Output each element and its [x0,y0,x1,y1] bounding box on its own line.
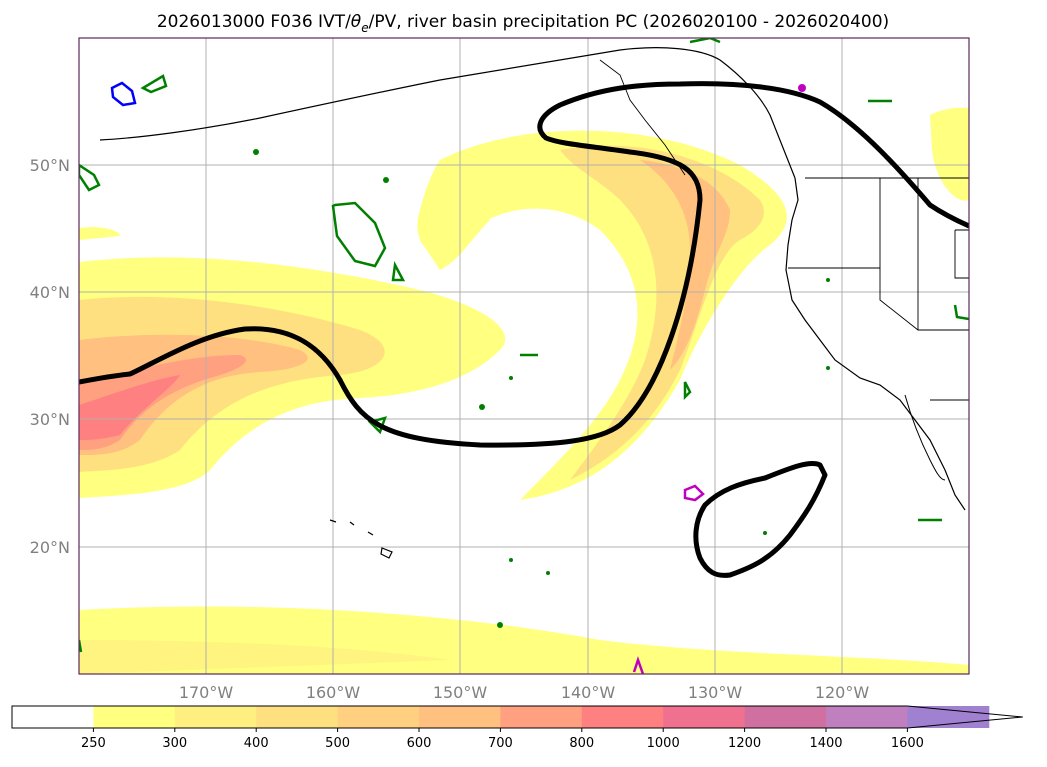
colorbar-segment [419,706,501,728]
lon-label: 120°W [815,683,870,702]
map-frame [78,37,970,675]
colorbar-segment [581,706,664,728]
markers [253,84,830,628]
colorbar-tick-label: 1400 [809,736,842,751]
colorbar-tick-label: 1200 [728,736,761,751]
ivt-shading [79,107,969,674]
colorbar-segment [256,706,339,728]
colorbar-segment [744,706,827,728]
colorbar-extend-arrow [907,705,1023,729]
colorbar-tick-label: 600 [407,736,432,751]
colorbar-segment [93,706,176,728]
lon-label: 150°W [433,683,488,702]
coastlines [99,47,966,559]
colorbar-segment [500,706,583,728]
map-panel [79,38,969,674]
colorbar: 250 300 400 500 600 700 800 1000 1200 1400 1600 [11,705,1023,751]
lat-label: 50°N [30,156,70,175]
colorbar-segment [337,706,420,728]
graticule [79,38,969,674]
colorbar-tick-label: 400 [244,736,269,751]
colorbar-segment [826,706,908,728]
borders [788,177,969,401]
pv-contours [79,38,969,674]
colorbar-segment [907,706,990,728]
colorbar-outline [11,705,908,729]
colorbar-segment [663,706,746,728]
lon-label: 170°W [179,683,234,702]
lon-label: 160°W [306,683,361,702]
lon-labels: 170°W 160°W 150°W 140°W 130°W 120°W [179,683,870,702]
lat-label: 40°N [30,283,70,302]
colorbar-tick-label: 300 [162,736,187,751]
pv-main-contour [79,81,969,578]
colorbar-segment [12,706,94,728]
colorbar-tick-label: 250 [81,736,106,751]
lon-label: 130°W [688,683,743,702]
lon-label: 140°W [561,683,616,702]
lat-labels: 50°N 40°N 30°N 20°N [30,156,70,557]
lat-label: 30°N [30,410,70,429]
colorbar-tick-label: 800 [569,736,594,751]
colorbar-tick-label: 1600 [891,736,924,751]
map-title: 2026013000 F036 IVT/θe/PV, river basin p… [157,12,889,35]
colorbar-segment [174,706,257,728]
lat-label: 20°N [30,538,70,557]
colorbar-tick-label: 700 [488,736,513,751]
colorbar-tick-label: 500 [325,736,350,751]
colorbar-tick-label: 1000 [647,736,680,751]
